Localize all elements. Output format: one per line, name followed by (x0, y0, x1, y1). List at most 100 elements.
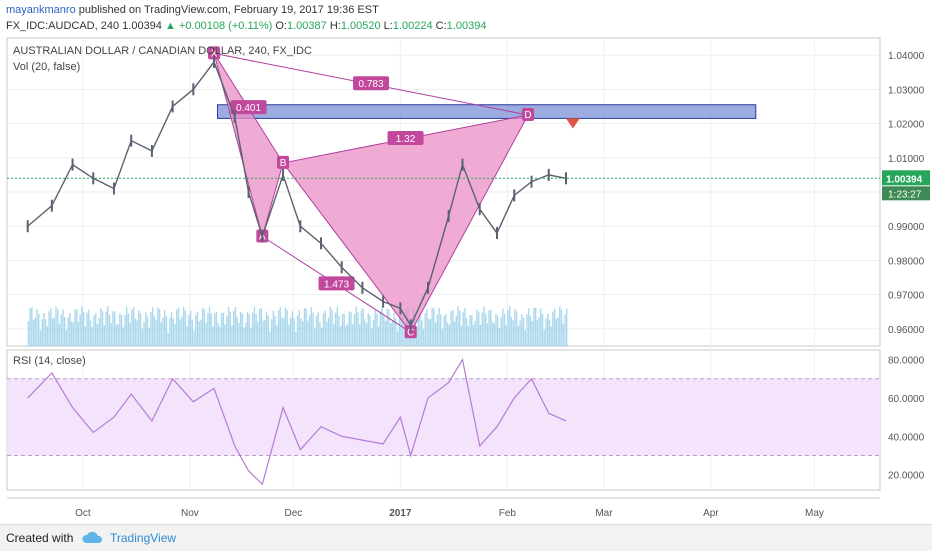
volume-bar (457, 306, 459, 346)
volume-bar (350, 311, 352, 346)
time-tick-label: Mar (595, 508, 613, 519)
volume-bar (476, 309, 478, 346)
volume-bar (234, 306, 237, 346)
volume-bar (298, 310, 300, 346)
volume-bar (134, 318, 137, 346)
prz-zone[interactable] (216, 104, 757, 119)
volume-bar (262, 320, 264, 346)
volume-bar (403, 322, 406, 346)
volume-bar (188, 315, 190, 346)
volume-bar (308, 315, 311, 346)
volume-bar (302, 321, 304, 346)
volume-bar (550, 326, 552, 346)
pattern-point-badge (277, 155, 290, 169)
volume-bar (170, 311, 173, 346)
volume-bar (491, 321, 494, 346)
price-tick-label: 0.97000 (888, 291, 925, 302)
time-tick-label: Oct (75, 508, 91, 519)
volume-bar (184, 310, 187, 346)
volume-bar (540, 308, 542, 346)
volume-bar (381, 306, 383, 346)
volume-bar (509, 306, 511, 346)
volume-bar (376, 313, 378, 346)
ratio-badge (353, 76, 390, 91)
volume-bar (528, 308, 530, 346)
rsi-tick-label: 60.0000 (888, 394, 925, 405)
volume-bar (543, 329, 545, 346)
volume-bar (38, 313, 40, 346)
volume-bar (321, 327, 323, 346)
volume-bar (496, 316, 499, 346)
volume-bar (517, 325, 520, 346)
volume-bar (348, 311, 351, 346)
volume-bar (427, 318, 430, 346)
volume-bar (198, 321, 200, 346)
volume-bar (113, 311, 116, 346)
volume-bar (120, 314, 123, 346)
volume-bar (360, 310, 363, 346)
volume-bar (305, 308, 307, 346)
volume-bar (172, 318, 175, 346)
tradingview-brand-link[interactable]: TradingView (110, 531, 177, 545)
volume-bar (510, 316, 513, 346)
time-tick-label: Apr (703, 508, 719, 519)
volume-bar (132, 307, 135, 346)
volume-bar (362, 307, 364, 346)
volume-bar (478, 311, 480, 346)
volume-bar (179, 319, 181, 346)
volume-bar (536, 320, 539, 346)
price-tick-label: 1.02000 (888, 120, 925, 131)
volume-bar (465, 317, 468, 346)
volume-bar (474, 320, 476, 346)
volume-bar (103, 325, 106, 346)
volume-bar (191, 319, 194, 346)
volume-bar (460, 325, 463, 346)
volume-bar (96, 324, 99, 346)
ratio-label: 0.401 (236, 103, 261, 114)
quote-line: FX_IDC:AUDCAD, 240 1.00394 ▲ +0.00108 (+… (6, 20, 486, 32)
volume-bar (398, 316, 401, 346)
volume-bar (479, 324, 482, 346)
volume-bar (377, 326, 380, 346)
volume-bar (395, 318, 397, 346)
volume-bar (196, 311, 199, 346)
volume-bar (164, 310, 166, 346)
volume-bar (89, 320, 92, 346)
volume-bar (136, 320, 138, 346)
volume-bar (146, 316, 149, 346)
volume-bar (538, 317, 540, 346)
volume-bar (383, 315, 385, 346)
volume-bar (82, 311, 85, 346)
volume-bar (210, 313, 212, 346)
volume-bar (307, 320, 309, 346)
volume-bar (98, 318, 100, 346)
main-chart-title: AUSTRALIAN DOLLAR / CANADIAN DOLLAR, 240… (13, 45, 312, 57)
volume-bar (60, 314, 62, 346)
volume-bar (193, 330, 195, 346)
volume-bar (541, 313, 544, 346)
volume-bar (343, 313, 345, 346)
volume-bar (238, 323, 240, 346)
low-value: 1.00224 (392, 20, 433, 32)
volume-bar (93, 315, 95, 346)
volume-bar (562, 324, 564, 346)
volume-bar (493, 323, 495, 346)
volume-bar (374, 309, 376, 346)
volume-bar (84, 326, 87, 346)
volume-bar (281, 317, 283, 346)
volume-bar (353, 314, 356, 346)
volume-bar (207, 313, 209, 346)
volume-bar (160, 322, 162, 346)
volume-bar (222, 312, 225, 346)
author-link[interactable]: mayankmanro (6, 4, 76, 16)
volume-bar (153, 316, 156, 346)
volume-bar (48, 311, 50, 346)
volume-bar (358, 324, 361, 346)
pattern-point-label: D (524, 110, 531, 121)
publish-line: mayankmanro published on TradingView.com… (6, 4, 379, 16)
volume-bar (352, 324, 354, 346)
volume-bar (524, 330, 526, 346)
volume-bar (46, 326, 49, 346)
volume-bar (396, 331, 399, 346)
